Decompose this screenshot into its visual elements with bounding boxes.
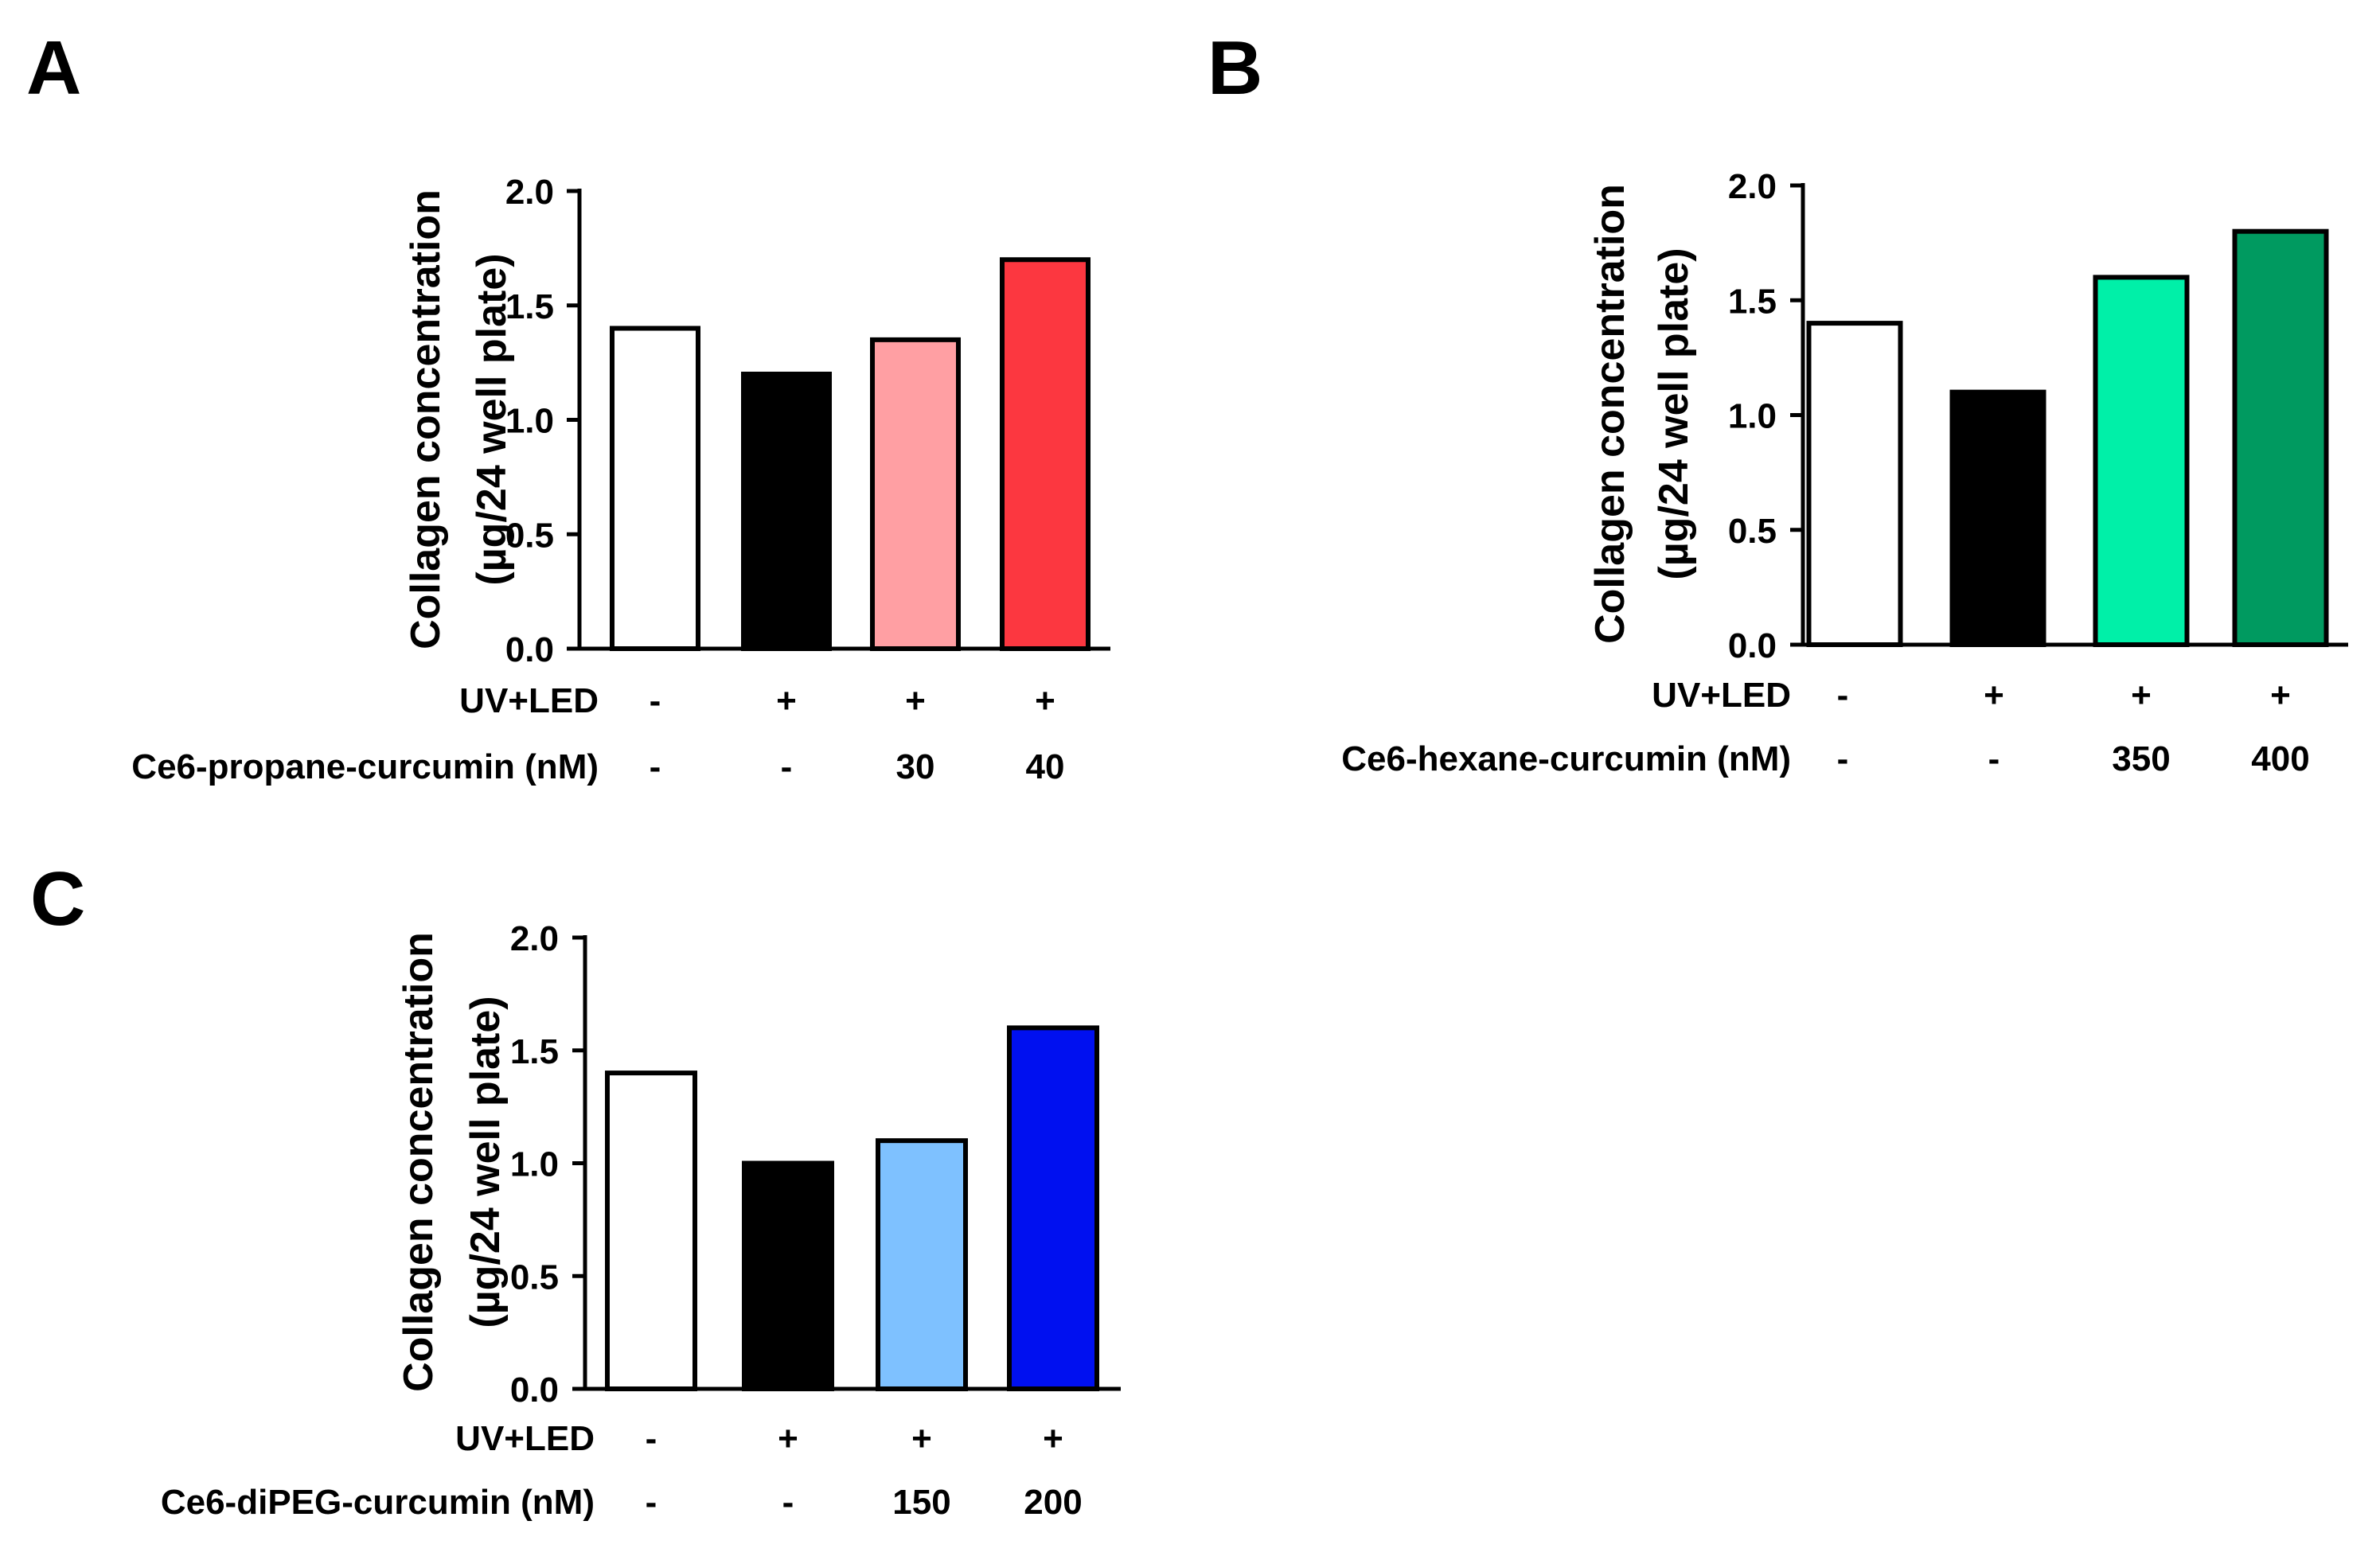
condition-value: 400 [2251,739,2309,778]
bar-3 [870,337,961,651]
condition-row-label: UV+LED [1652,676,1791,715]
condition-value: + [2131,676,2152,715]
bar-2 [741,372,832,651]
bar-4 [1007,1025,1099,1392]
bar-3 [876,1138,968,1392]
panel-letter: B [1208,25,1262,111]
y-tick-label: 1.0 [1728,397,1777,436]
condition-value: + [1043,1419,1063,1458]
y-tick-label: 1.0 [505,402,554,441]
y-tick-label: 0.5 [1728,512,1777,551]
condition-value: 350 [2112,739,2170,778]
y-axis-title: Collagen concentration [396,932,442,1392]
condition-value: - [1988,739,2000,778]
y-tick-label: 2.0 [505,173,554,212]
condition-value: - [1837,739,1849,778]
y-tick-label: 0.0 [505,630,554,669]
y-tick-label: 1.5 [505,287,554,326]
bar-4 [1000,257,1091,651]
panel-letter: A [26,25,81,111]
condition-value: - [1837,676,1849,715]
condition-value: + [776,681,797,720]
bar-4 [2232,228,2329,647]
condition-value: 150 [892,1483,950,1522]
condition-row-label: Ce6-hexane-curcumin (nM) [1341,739,1791,778]
condition-row-label: UV+LED [455,1419,595,1458]
y-axis-title: (µg/24 well plate) [469,253,515,585]
y-tick-label: 2.0 [1728,167,1777,206]
condition-value: + [2270,676,2291,715]
y-tick-label: 1.0 [510,1145,559,1184]
panel-c: C 0.0 0.5 1.0 1.5 2.0 Collagen concentration (µ… [30,856,1121,1522]
panel-a: A 0.0 0.5 1.0 1.5 2.0 Collagen concentration (µ… [26,25,1110,786]
bar-3 [2093,275,2190,647]
condition-row-label: Ce6-propane-curcumin (nM) [131,747,599,786]
bar-1 [605,1070,697,1391]
condition-value: + [778,1419,798,1458]
condition-value: - [650,681,661,720]
y-tick-label: 0.5 [510,1258,559,1297]
y-axis-title: Collagen concentration [1587,184,1633,644]
y-tick-label: 0.0 [1728,626,1777,665]
condition-value: + [911,1419,932,1458]
y-tick-label: 2.0 [510,919,559,958]
condition-value: - [646,1483,657,1522]
y-axis-title: (µg/24 well plate) [1651,248,1697,579]
condition-value: + [905,681,926,720]
condition-value: + [1035,681,1055,720]
y-tick-label: 0.5 [505,516,554,555]
condition-value: 40 [1026,747,1065,786]
bar-2 [742,1160,834,1391]
condition-value: + [1984,676,2004,715]
panel-b: B 0.0 0.5 1.0 1.5 2.0 Collagen concentration (µ… [1208,25,2348,778]
condition-value: 200 [1024,1483,1082,1522]
condition-value: 30 [896,747,935,786]
panel-letter: C [30,856,85,942]
condition-row-label: Ce6-diPEG-curcumin (nM) [161,1483,595,1522]
y-axis-title: (µg/24 well plate) [462,996,509,1328]
bar-1 [1806,321,1903,647]
bar-1 [610,326,700,651]
y-axis-title: Collagen concentration [403,189,449,649]
condition-value: - [646,1419,657,1458]
condition-value: - [650,747,661,786]
y-tick-label: 0.0 [510,1371,559,1410]
bar-2 [1949,389,2046,647]
y-tick-label: 1.5 [510,1032,559,1071]
condition-value: - [781,747,793,786]
condition-value: - [782,1483,794,1522]
y-tick-label: 1.5 [1728,282,1777,321]
condition-row-label: UV+LED [459,681,599,720]
